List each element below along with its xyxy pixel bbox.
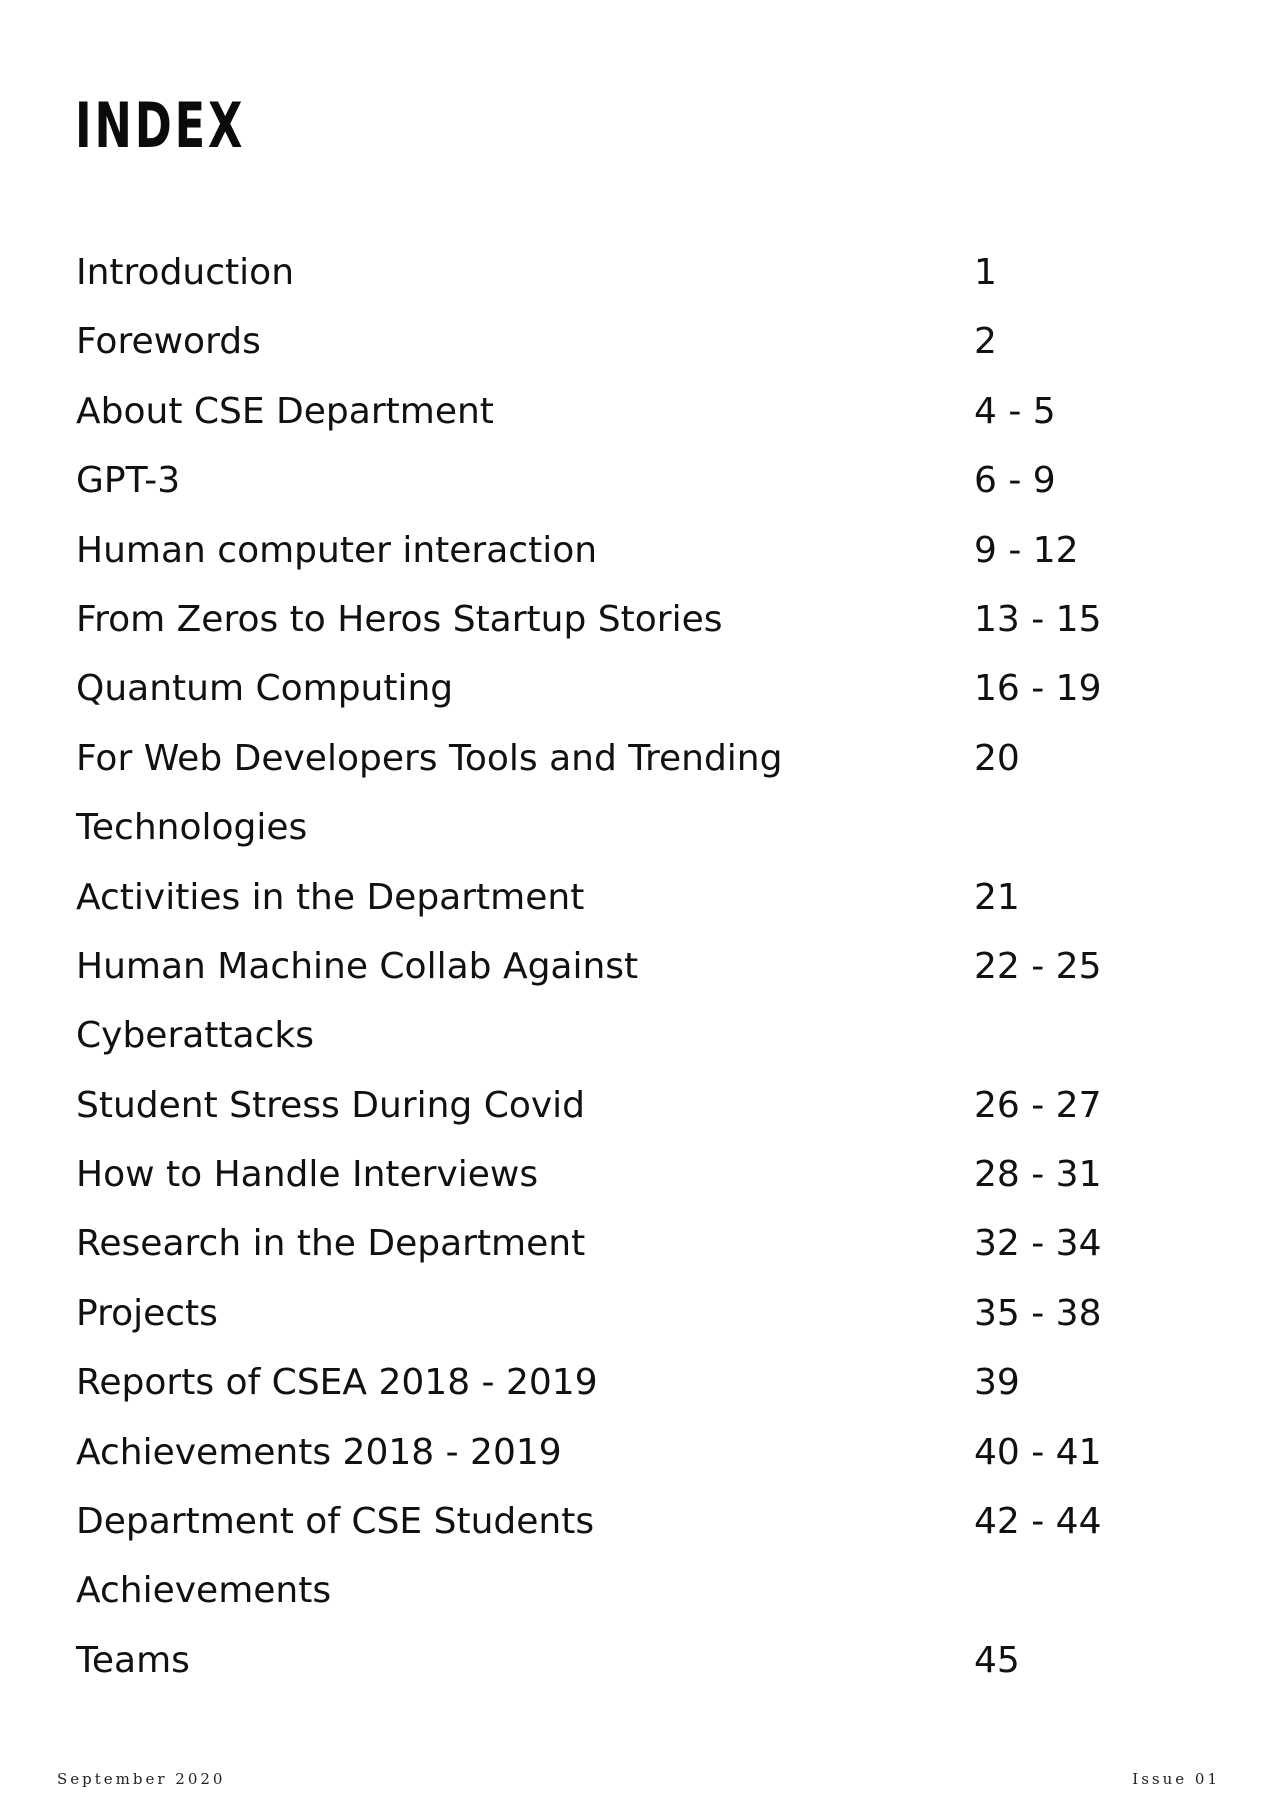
toc-entry-title: GPT-3 [76,460,181,502]
toc-entry-title: How to Handle Interviews [76,1154,539,1196]
toc-entry[interactable]: From Zeros to Heros Startup Stories 13 - … [76,585,1176,654]
toc-entry-pages: 9 - 12 [974,529,1079,571]
table-of-contents: Introduction 1 Forewords 2 About CSE Depar… [76,238,1176,1695]
toc-entry[interactable]: Student Stress During Covid 26 - 27 [76,1071,1176,1140]
toc-entry-continued: Achievements [76,1556,1176,1625]
toc-entry-title: Technologies [76,807,308,849]
toc-entry-pages: 2 [974,321,997,363]
page-title: INDEX [75,89,246,162]
toc-entry-pages: 32 - 34 [974,1223,1102,1265]
toc-entry-title: Research in the Department [76,1223,586,1265]
toc-entry[interactable]: Research in the Department 32 - 34 [76,1209,1176,1278]
toc-entry-pages: 35 - 38 [974,1292,1102,1334]
toc-entry-title: Quantum Computing [76,668,454,710]
toc-entry-pages: 21 [974,876,1020,918]
footer-date: September 2020 [57,1770,226,1788]
toc-entry-title: Forewords [76,321,261,363]
toc-entry-title: Introduction [76,252,295,293]
toc-entry-pages: 40 - 41 [974,1431,1102,1473]
toc-entry-title: Human Machine Collab Against [76,945,639,987]
toc-entry-title: Reports of CSEA 2018 - 2019 [76,1362,598,1404]
toc-entry-title: Teams [76,1639,190,1681]
toc-entry-pages: 22 - 25 [974,945,1102,987]
toc-entry-title: Department of CSE Students [76,1501,595,1543]
toc-entry-pages: 4 - 5 [974,390,1056,432]
toc-entry-pages: 6 - 9 [974,460,1056,502]
toc-entry-pages: 28 - 31 [974,1154,1102,1196]
toc-entry[interactable]: Projects 35 - 38 [76,1279,1176,1348]
toc-entry-title: Achievements [76,1570,332,1612]
toc-entry-pages: 39 [974,1362,1020,1404]
toc-entry-pages: 42 - 44 [974,1501,1102,1543]
toc-entry-title: From Zeros to Heros Startup Stories [76,598,723,640]
toc-entry-pages: 26 - 27 [974,1084,1102,1126]
toc-entry-title: Activities in the Department [76,876,585,918]
toc-entry[interactable]: For Web Developers Tools and Trending 20 [76,724,1176,793]
toc-entry[interactable]: Activities in the Department 21 [76,863,1176,932]
toc-entry-pages: 16 - 19 [974,668,1102,710]
toc-entry[interactable]: Human computer interaction 9 - 12 [76,516,1176,585]
toc-entry-title: Cyberattacks [76,1015,314,1057]
toc-entry[interactable]: Achievements 2018 - 2019 40 - 41 [76,1418,1176,1487]
footer-issue: Issue 01 [1132,1770,1220,1788]
toc-entry[interactable]: Quantum Computing 16 - 19 [76,654,1176,723]
toc-entry-title: Projects [76,1292,218,1334]
toc-entry-title: Human computer interaction [76,529,598,571]
toc-entry[interactable]: How to Handle Interviews 28 - 31 [76,1140,1176,1209]
toc-entry-title: Achievements 2018 - 2019 [76,1431,562,1473]
toc-entry[interactable]: Introduction 1 [76,238,1176,307]
toc-entry[interactable]: Teams 45 [76,1626,1176,1695]
toc-entry-continued: Technologies [76,793,1176,862]
toc-entry-title: About CSE Department [76,390,494,432]
toc-entry[interactable]: Forewords 2 [76,307,1176,376]
toc-entry-pages: 13 - 15 [974,598,1102,640]
toc-entry-pages: 1 [974,252,997,293]
toc-entry[interactable]: Human Machine Collab Against 22 - 25 [76,932,1176,1001]
toc-entry-title: Student Stress During Covid [76,1084,586,1126]
toc-entry[interactable]: Department of CSE Students 42 - 44 [76,1487,1176,1556]
toc-entry-pages: 20 [974,737,1020,779]
toc-entry[interactable]: Reports of CSEA 2018 - 2019 39 [76,1348,1176,1417]
toc-entry[interactable]: About CSE Department 4 - 5 [76,377,1176,446]
toc-entry-title: For Web Developers Tools and Trending [76,737,783,779]
toc-entry[interactable]: GPT-3 6 - 9 [76,446,1176,515]
toc-entry-pages: 45 [974,1639,1020,1681]
toc-entry-continued: Cyberattacks [76,1001,1176,1070]
